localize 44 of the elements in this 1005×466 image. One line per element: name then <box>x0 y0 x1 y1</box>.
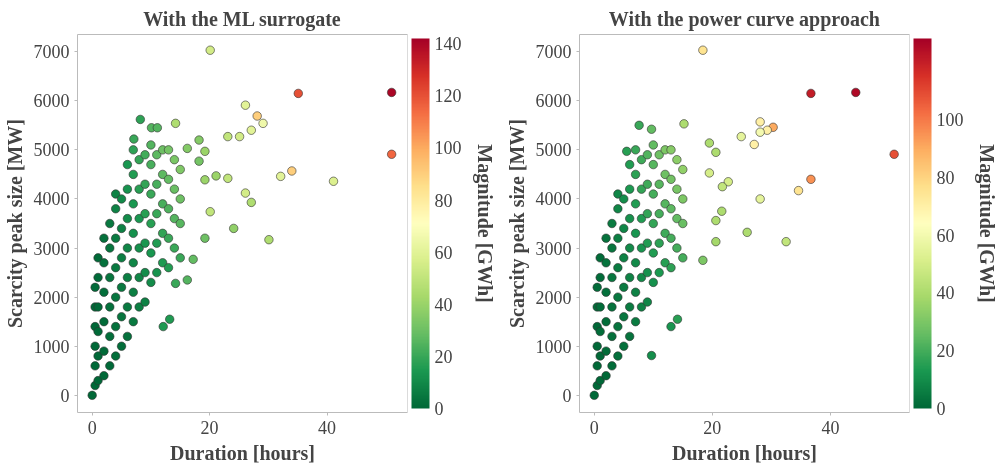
color-bar-label: 0 <box>936 399 946 419</box>
y-tick-label: 5000 <box>33 140 70 161</box>
y-tick-label: 4000 <box>33 189 70 210</box>
y-tick-label: 6000 <box>33 91 70 112</box>
color-bar-label: 80 <box>434 190 453 211</box>
y-tick-label: 3000 <box>535 238 572 259</box>
y-tick-label: 2000 <box>535 287 572 308</box>
color-bar-label: 100 <box>434 138 462 159</box>
color-bar-label: 0 <box>434 399 444 419</box>
y-tick-label: 1000 <box>535 336 572 357</box>
y-tick-label: 7000 <box>535 42 572 63</box>
x-tick-label: 40 <box>821 417 840 438</box>
color-bar-label: 60 <box>434 242 453 263</box>
y-tick-label: 4000 <box>535 189 572 210</box>
color-bar-label: 100 <box>936 109 964 130</box>
color-bar-label: 40 <box>434 294 453 315</box>
x-axis-title: Duration [hours] <box>170 441 316 464</box>
chart-title: With the power curve approach <box>608 7 880 31</box>
x-tick-label: 0 <box>87 417 97 438</box>
color-bar-label: 20 <box>434 346 453 367</box>
y-tick-label: 0 <box>60 385 70 406</box>
color-bar-label: 60 <box>936 225 955 246</box>
y-tick-label: 7000 <box>33 42 70 63</box>
y-tick-label: 0 <box>562 385 572 406</box>
color-bar-label: 20 <box>936 341 955 362</box>
x-tick-label: 0 <box>589 417 599 438</box>
y-axis-title: Scarcity peak size [MW] <box>3 118 27 329</box>
color-bar-title: Magnitude [GWh] <box>472 144 496 303</box>
x-tick-label: 20 <box>703 417 722 438</box>
y-tick-label: 5000 <box>535 140 572 161</box>
x-axis-title: Duration [hours] <box>672 441 818 464</box>
y-tick-label: 1000 <box>33 336 70 357</box>
y-tick-label: 2000 <box>33 287 70 308</box>
color-bar-label: 140 <box>434 34 462 55</box>
y-tick-label: 3000 <box>33 238 70 259</box>
y-axis-title: Scarcity peak size [MW] <box>505 118 529 329</box>
color-bar-title: Magnitude [GWh] <box>974 144 998 303</box>
color-bar-label: 40 <box>936 283 955 304</box>
color-bar-label: 120 <box>434 86 462 107</box>
x-tick-label: 40 <box>318 417 337 438</box>
y-tick-label: 6000 <box>535 91 572 112</box>
x-tick-label: 20 <box>200 417 219 438</box>
chart-title: With the ML surrogate <box>143 7 341 31</box>
color-bar-label: 80 <box>936 167 955 188</box>
